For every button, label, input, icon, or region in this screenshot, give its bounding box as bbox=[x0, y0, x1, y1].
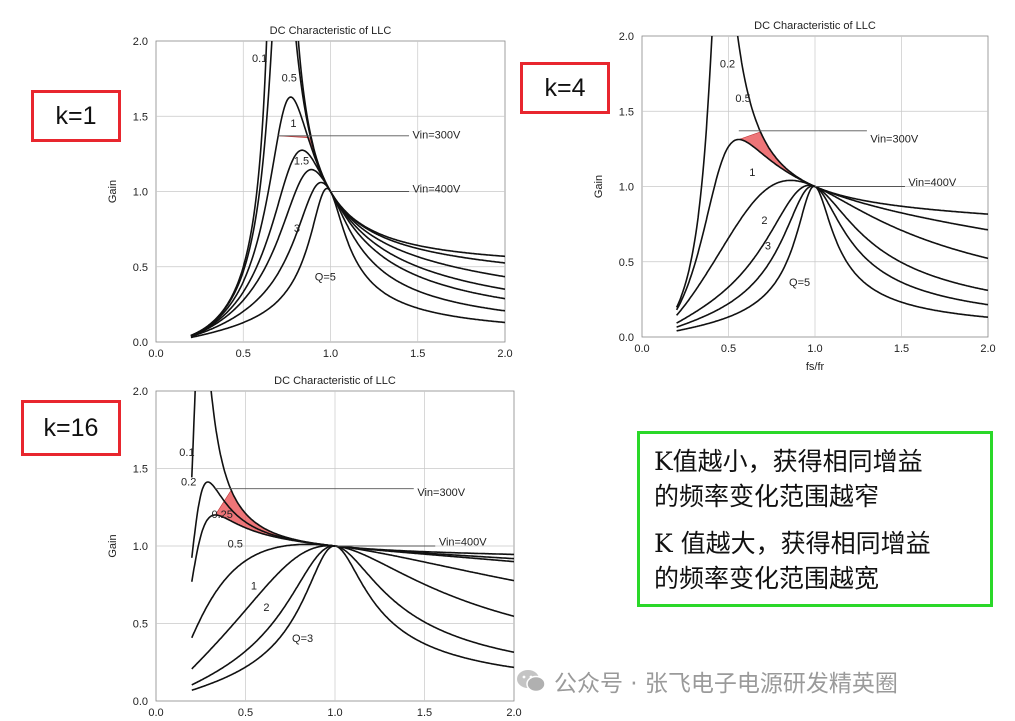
chart3-vin-label: Vin=300V bbox=[417, 487, 465, 499]
watermark: 公众号 · 张飞电子电源研发精英圈 bbox=[516, 664, 898, 698]
chart3-x-tick-label: 2.0 bbox=[506, 707, 521, 719]
chart3-y-tick-label: 0.5 bbox=[133, 619, 148, 631]
chart2-vin-label: Vin=300V bbox=[870, 133, 918, 145]
chart1-curve-q bbox=[190, 96, 505, 337]
chart1-q-label: 1.5 bbox=[294, 155, 309, 167]
k16-label: k=16 bbox=[21, 400, 121, 456]
chart2-y-tick-label: 0.5 bbox=[619, 257, 634, 269]
chart1-x-tick-label: 1.0 bbox=[323, 348, 338, 360]
chart1-y-tick-label: 1.0 bbox=[133, 187, 148, 199]
chart1-y-axis-label: Gain bbox=[107, 180, 119, 203]
chart2-q-label: 3 bbox=[765, 241, 771, 253]
chart1-x-tick-label: 0.0 bbox=[148, 348, 163, 360]
chart1-curve-q bbox=[190, 149, 505, 337]
chart3-y-tick-label: 1.0 bbox=[133, 541, 148, 553]
chart1-q-label: 1 bbox=[290, 118, 296, 130]
k1-label: k=1 bbox=[31, 90, 121, 142]
note-line-2b: 的频率变化范围越宽 bbox=[654, 564, 880, 593]
chart3-q-label: 2 bbox=[263, 602, 269, 614]
chart2-x-tick-label: 1.0 bbox=[807, 343, 822, 355]
chart1-y-tick-label: 1.5 bbox=[133, 111, 148, 123]
chart3-q-label: Q=3 bbox=[292, 633, 313, 645]
chart1-curve-q bbox=[190, 181, 505, 338]
chart1-q-label: Q=5 bbox=[315, 271, 336, 283]
chart3-title: DC Characteristic of LLC bbox=[274, 375, 396, 387]
chart2-title: DC Characteristic of LLC bbox=[754, 20, 876, 32]
chart1-q-label: 3 bbox=[294, 223, 300, 235]
chart2-y-tick-label: 1.0 bbox=[619, 182, 634, 194]
chart3-q-label: 0.2 bbox=[181, 477, 196, 489]
note-line-2a: K 值越大，获得相同增益 bbox=[654, 529, 931, 558]
chart1-x-tick-label: 0.5 bbox=[236, 348, 251, 360]
chart3-curve-q bbox=[191, 545, 514, 691]
watermark-text: 公众号 · 张飞电子电源研发精英圈 bbox=[554, 671, 898, 697]
chart2-x-tick-label: 1.5 bbox=[894, 343, 909, 355]
chart1-q-label: 0.1 bbox=[252, 53, 267, 65]
chart2-x-tick-label: 2.0 bbox=[980, 343, 995, 355]
chart2-x-tick-label: 0.5 bbox=[721, 343, 736, 355]
chart1-x-tick-label: 1.5 bbox=[410, 348, 425, 360]
chart3-x-tick-label: 1.5 bbox=[417, 707, 432, 719]
chart3-x-tick-label: 0.5 bbox=[238, 707, 253, 719]
chart3-curve-q bbox=[191, 543, 514, 639]
k4-label: k=4 bbox=[520, 62, 610, 114]
wechat-icon bbox=[517, 670, 546, 693]
chart2-q-label: 2 bbox=[761, 215, 767, 227]
chart3-curve-q bbox=[191, 545, 514, 686]
note-line-1b: 的频率变化范围越窄 bbox=[654, 482, 880, 511]
chart3-vin-label: Vin=400V bbox=[439, 536, 487, 548]
chart2-curve-q bbox=[676, 185, 988, 332]
chart1-y-tick-label: 0.5 bbox=[133, 262, 148, 274]
note-line-1: K值越小，获得相同增益 的频率变化范围越窄 bbox=[654, 444, 978, 514]
chart3-y-axis-label: Gain bbox=[107, 534, 119, 557]
chart2-q-label: 0.5 bbox=[735, 93, 750, 105]
chart3-q-label: 0.1 bbox=[179, 447, 194, 459]
chart2-q-label: 1 bbox=[749, 167, 755, 179]
chart1-title: DC Characteristic of LLC bbox=[270, 25, 392, 37]
chart1-vin-label: Vin=400V bbox=[413, 183, 461, 195]
chart2-curve-q bbox=[676, 184, 988, 324]
chart1-curve-q bbox=[190, 187, 505, 339]
chart3-x-tick-label: 1.0 bbox=[327, 707, 342, 719]
chart3-y-tick-label: 0.0 bbox=[133, 696, 148, 708]
note-line-2: K 值越大，获得相同增益 的频率变化范围越宽 bbox=[654, 526, 978, 596]
conclusion-note: K值越小，获得相同增益 的频率变化范围越窄 K 值越大，获得相同增益 的频率变化范围… bbox=[637, 431, 993, 607]
chart2-vin-label: Vin=400V bbox=[908, 177, 956, 189]
chart2-x-tick-label: 0.0 bbox=[634, 343, 649, 355]
chart2-x-axis-label: fs/fr bbox=[806, 361, 825, 373]
chart3-y-tick-label: 1.5 bbox=[133, 464, 148, 476]
chart2-y-axis-label: Gain bbox=[593, 175, 605, 198]
chart1-y-tick-label: 2.0 bbox=[133, 36, 148, 48]
chart2-y-tick-label: 0.0 bbox=[619, 332, 634, 344]
chart1-x-tick-label: 2.0 bbox=[497, 348, 512, 360]
chart1-vin-label: Vin=300V bbox=[413, 129, 461, 141]
chart2-q-label: 0.2 bbox=[720, 59, 735, 71]
chart1-q-label: 0.5 bbox=[282, 73, 297, 85]
chart1-y-tick-label: 0.0 bbox=[133, 337, 148, 349]
chart2-y-tick-label: 1.5 bbox=[619, 106, 634, 118]
chart3-q-label: 1 bbox=[251, 580, 257, 592]
chart2-curve-q bbox=[675, 138, 988, 311]
chart3-curve-q bbox=[191, 544, 514, 670]
chart3-q-label: 0.5 bbox=[228, 539, 243, 551]
chart3-q-label: 0.25 bbox=[211, 509, 232, 521]
chart2-y-tick-label: 2.0 bbox=[619, 31, 634, 43]
chart1-curve-q bbox=[190, 168, 505, 337]
chart2-curve-q bbox=[675, 179, 988, 316]
chart2-q-label: Q=5 bbox=[789, 277, 810, 289]
chart2-curve-q bbox=[676, 185, 988, 328]
note-line-1a: K值越小，获得相同增益 bbox=[654, 447, 923, 476]
chart1-curve-q bbox=[190, 41, 505, 337]
chart3-y-tick-label: 2.0 bbox=[133, 386, 148, 398]
chart3-x-tick-label: 0.0 bbox=[148, 707, 163, 719]
